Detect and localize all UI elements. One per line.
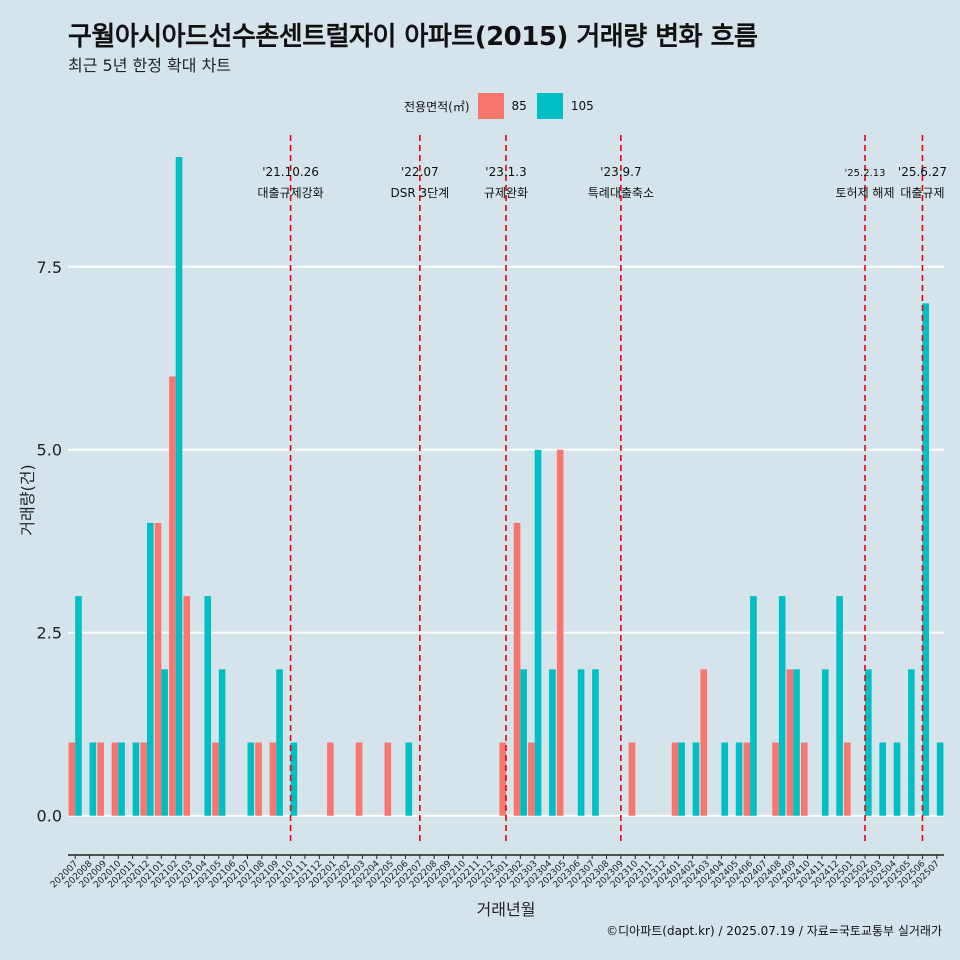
- bar-85-202409: [786, 669, 794, 816]
- bar-105-202109: [276, 669, 283, 816]
- bar-105-202206: [405, 742, 413, 816]
- legend-swatch-105: [536, 93, 563, 119]
- event-label: 규제완화: [484, 186, 528, 200]
- bar-85-202105: [212, 742, 219, 816]
- bar-105-202101: [161, 669, 168, 816]
- bar-85-202108: [255, 742, 262, 816]
- bar-85-202301: [499, 742, 506, 816]
- legend-label-85: 85: [511, 99, 527, 113]
- event-date: '23.9.7: [600, 165, 641, 179]
- event-date: '21.10.26: [262, 165, 319, 179]
- bar-105-202505: [908, 669, 915, 816]
- bar-105-202307: [592, 669, 599, 816]
- bar-105-202007: [75, 596, 82, 816]
- legend-item-105: 105: [536, 93, 598, 119]
- event-label: DSR 3단계: [390, 186, 449, 200]
- source-caption: ©디아파트(dapt.kr) / 2025.07.19 / 자료=국토교통부 실…: [606, 924, 942, 938]
- bar-105-202012: [146, 522, 154, 816]
- bar-85-202303: [528, 742, 535, 816]
- bar-105-202302: [520, 669, 527, 816]
- event-date: '22.07: [401, 165, 439, 179]
- bar-105-202010: [118, 742, 125, 816]
- bar-85-202201: [327, 742, 334, 816]
- bar-105-202102: [175, 156, 183, 816]
- chart-subtitle: 최근 5년 한정 확대 차트: [68, 56, 232, 75]
- legend-swatch-85: [477, 93, 504, 119]
- event-label: 대출규제: [900, 186, 944, 200]
- bar-85-202410: [800, 742, 808, 816]
- bar-105-202304: [549, 669, 556, 816]
- legend-title: 전용면적(㎡): [404, 99, 470, 114]
- bar-85-202305: [556, 449, 564, 816]
- bar-85-202012: [140, 742, 147, 816]
- bar-105-202409: [793, 669, 800, 816]
- bar-105-202404: [721, 742, 729, 816]
- event-label: 토허제 해제: [836, 186, 895, 200]
- legend: 전용면적(㎡) 85 105: [404, 93, 604, 119]
- event-date: '25.2.13: [845, 168, 886, 179]
- bar-85-202501: [844, 742, 851, 816]
- event-date: '23.1.3: [485, 165, 526, 179]
- bar-85-202009: [97, 742, 104, 816]
- bar-85-202302: [513, 522, 521, 816]
- event-label: 대출규제강화: [257, 186, 323, 200]
- y-tick-label: 2.5: [37, 624, 62, 643]
- bar-85-202403: [700, 669, 708, 816]
- bar-105-202405: [735, 742, 743, 816]
- bar-105-202110: [290, 742, 298, 816]
- legend-item-85: 85: [477, 93, 531, 119]
- bar-85-202203: [355, 742, 363, 816]
- bar-85-202408: [772, 742, 779, 816]
- bar-105-202107: [247, 742, 255, 816]
- chart-title: 구월아시아드선수촌센트럴자이 아파트(2015) 거래량 변화 흐름: [68, 22, 758, 52]
- bar-105-202411: [821, 669, 829, 816]
- bar-85-202109: [269, 742, 277, 816]
- bar-105-202502: [865, 669, 872, 816]
- bar-105-202408: [778, 596, 786, 816]
- bar-105-202306: [577, 669, 585, 816]
- event-label: 특례대출축소: [588, 186, 654, 200]
- bar-85-202007: [68, 742, 76, 816]
- bar-105-202412: [836, 596, 843, 816]
- y-axis-title: 거래량(건): [18, 464, 37, 535]
- bar-85-202102: [169, 376, 176, 816]
- bar-105-202402: [692, 742, 700, 816]
- bar-105-202507: [936, 742, 944, 816]
- bar-85-202103: [183, 596, 191, 816]
- x-axis-title: 거래년월: [477, 900, 536, 919]
- bar-85-202010: [111, 742, 119, 816]
- bar-105-202105: [218, 669, 226, 816]
- bar-105-202504: [893, 742, 901, 816]
- bar-105-202506: [922, 303, 930, 816]
- bar-105-202104: [204, 596, 212, 816]
- bar-105-202303: [534, 449, 542, 816]
- bar-105-202503: [879, 742, 886, 816]
- bar-105-202406: [750, 596, 757, 816]
- event-date: '25.6.27: [898, 165, 947, 179]
- y-tick-label: 7.5: [37, 258, 62, 277]
- bar-85-202401: [671, 742, 679, 816]
- bar-85-202310: [628, 742, 636, 816]
- bar-85-202406: [743, 742, 751, 816]
- bar-85-202101: [154, 522, 162, 816]
- bar-85-202205: [384, 742, 392, 816]
- legend-label-105: 105: [570, 99, 594, 113]
- bar-105-202008: [89, 742, 97, 816]
- y-tick-label: 0.0: [37, 807, 62, 826]
- bar-105-202011: [132, 742, 140, 816]
- y-tick-label: 5.0: [37, 441, 62, 460]
- bar-105-202401: [678, 742, 685, 816]
